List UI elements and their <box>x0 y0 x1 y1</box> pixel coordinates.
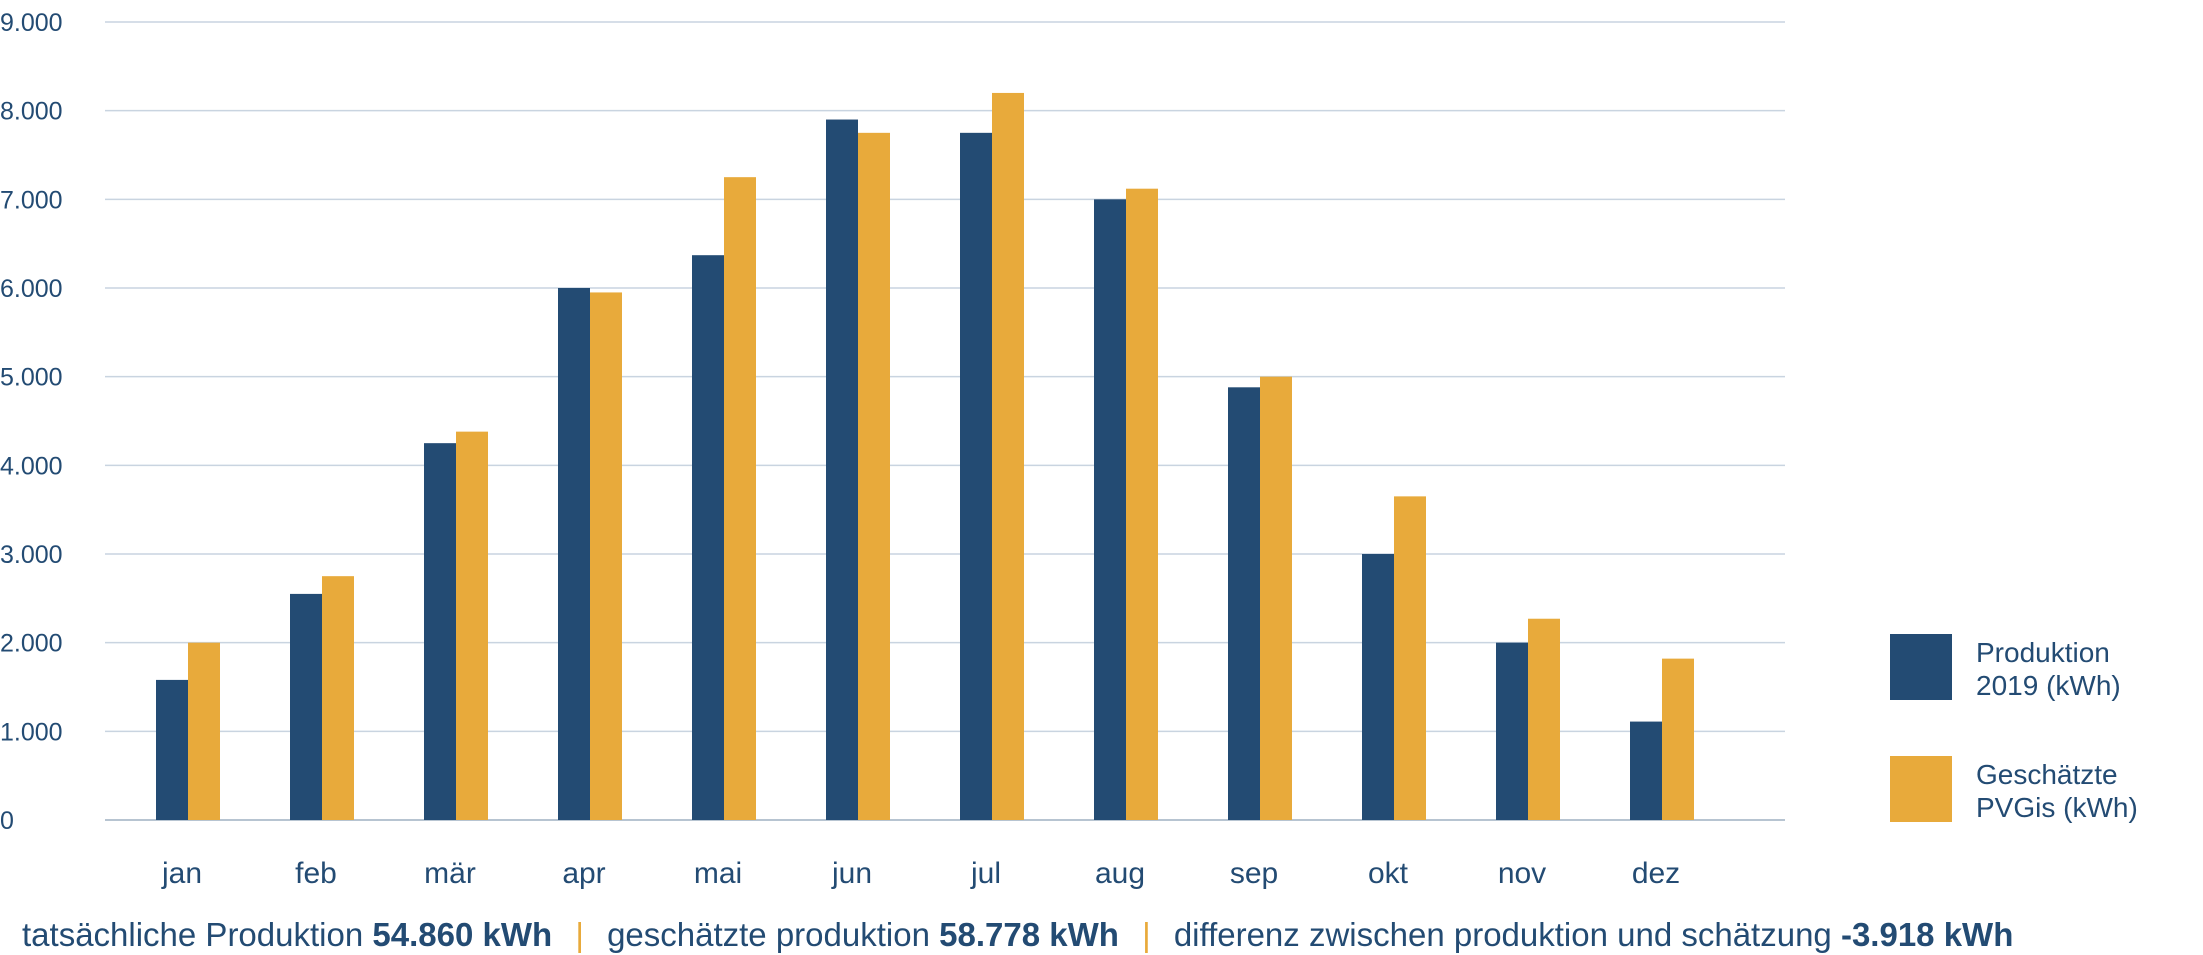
bar-production-feb <box>290 593 322 820</box>
bar-estimate-dez <box>1662 658 1694 820</box>
y-tick-label: 5.000 <box>0 364 63 392</box>
x-tick-label: aug <box>1095 857 1145 890</box>
x-tick-label: jun <box>831 857 872 890</box>
legend-label-production-line2: 2019 (kWh) <box>1976 670 2121 701</box>
gridlines <box>105 21 1785 821</box>
bar-production-mai <box>692 255 724 820</box>
bars <box>156 92 1694 821</box>
bar-production-aug <box>1094 199 1126 821</box>
x-tick-label: mär <box>424 857 476 890</box>
summary-footer: tatsächliche Produktion 54.860 kWh | ges… <box>22 916 2013 954</box>
x-tick-label: nov <box>1498 857 1546 890</box>
x-tick-label: jul <box>970 857 1001 890</box>
legend-label-production: Produktion 2019 (kWh) <box>1976 636 2121 702</box>
bar-production-apr <box>558 288 590 820</box>
bar-chart: 0 1.000 2.000 3.000 4.000 5.000 6.000 7.000 8.00… <box>0 9 1785 890</box>
y-axis-ticks: 0 1.000 2.000 3.000 4.000 5.000 6.000 7.000 8.00… <box>0 9 63 835</box>
legend-swatch-production <box>1890 634 1952 700</box>
difference-label: differenz zwischen produktion und schätz… <box>1173 916 1832 953</box>
actual-production-label: tatsächliche Produktion <box>22 916 364 953</box>
y-tick-label: 9.000 <box>0 9 63 37</box>
bar-production-sep <box>1228 387 1260 820</box>
footer-divider-2: | <box>1142 916 1151 953</box>
bar-estimate-jan <box>188 642 220 820</box>
bar-production-jul <box>960 132 992 821</box>
bar-estimate-feb <box>322 576 354 820</box>
bar-estimate-apr <box>590 292 622 820</box>
actual-production-value: 54.860 kWh <box>372 916 553 953</box>
bar-production-jun <box>826 119 858 821</box>
bar-estimate-okt <box>1394 496 1426 820</box>
estimated-production-label: geschätzte produktion <box>607 916 930 953</box>
bar-production-nov <box>1496 642 1528 820</box>
y-tick-label: 6.000 <box>0 275 63 303</box>
bar-estimate-sep <box>1260 376 1292 820</box>
bar-estimate-jun <box>858 132 890 821</box>
y-tick-label: 0 <box>0 807 14 835</box>
x-tick-label: mai <box>694 857 742 890</box>
y-tick-label: 1.000 <box>0 718 63 746</box>
bar-estimate-jul <box>992 92 1024 820</box>
estimated-production-value: 58.778 kWh <box>939 916 1119 953</box>
footer-divider-1: | <box>575 916 584 953</box>
x-tick-label: jan <box>161 857 202 890</box>
legend-swatch-estimate <box>1890 756 1952 822</box>
x-tick-label: okt <box>1368 857 1409 890</box>
y-tick-label: 2.000 <box>0 630 63 658</box>
y-tick-label: 7.000 <box>0 186 63 214</box>
bar-production-dez <box>1630 721 1662 820</box>
bar-production-mär <box>424 443 456 820</box>
bar-production-jan <box>156 679 188 820</box>
y-tick-label: 4.000 <box>0 452 63 480</box>
legend-label-estimate-line1: Geschätzte <box>1976 759 2118 790</box>
bar-estimate-mai <box>724 177 756 820</box>
y-tick-label: 3.000 <box>0 541 63 569</box>
bar-production-okt <box>1362 554 1394 820</box>
x-tick-label: feb <box>295 857 337 890</box>
y-tick-label: 8.000 <box>0 98 63 126</box>
x-tick-label: apr <box>562 857 605 890</box>
legend-label-estimate-line2: PVGis (kWh) <box>1976 792 2138 823</box>
legend-label-production-line1: Produktion <box>1976 637 2110 668</box>
x-tick-label: sep <box>1230 857 1278 890</box>
difference-value: -3.918 kWh <box>1840 916 2014 953</box>
bar-estimate-mär <box>456 431 488 820</box>
legend-label-estimate: Geschätzte PVGis (kWh) <box>1976 758 2138 824</box>
bar-estimate-aug <box>1126 188 1158 820</box>
x-tick-label: dez <box>1632 857 1680 890</box>
x-axis-ticks: jan feb mär apr mai jun jul aug sep okt nov dez <box>161 857 1680 890</box>
bar-estimate-nov <box>1528 618 1560 820</box>
